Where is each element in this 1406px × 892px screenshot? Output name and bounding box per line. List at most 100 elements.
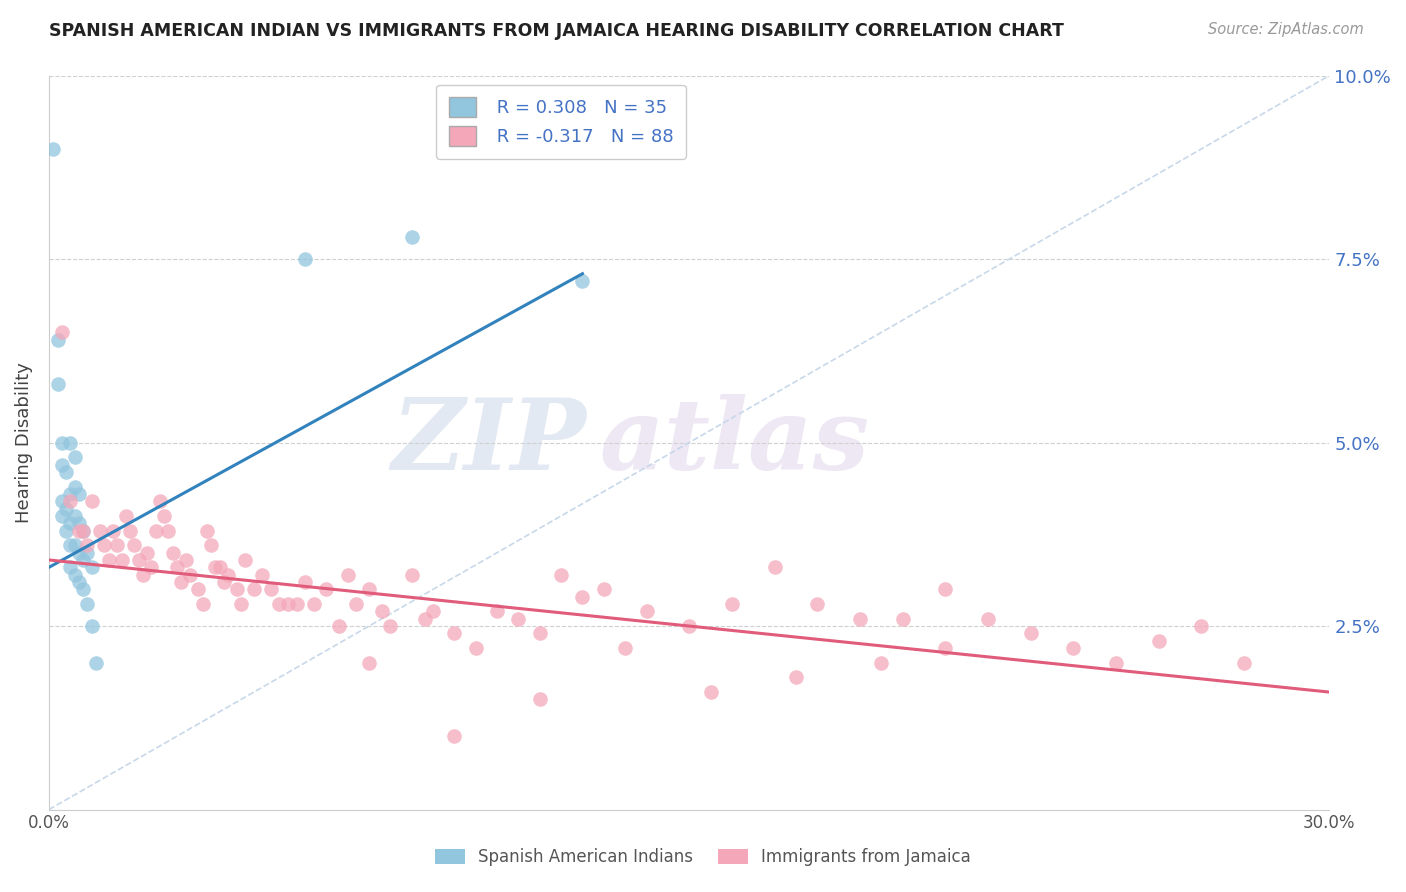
Point	[200, 538, 222, 552]
Point	[252, 567, 274, 582]
Point	[51, 494, 73, 508]
Point	[277, 597, 299, 611]
Point	[806, 597, 828, 611]
Point	[67, 516, 90, 531]
Point	[51, 458, 73, 472]
Point	[233, 553, 256, 567]
Point	[204, 560, 226, 574]
Point	[76, 538, 98, 552]
Point	[870, 656, 893, 670]
Point	[162, 546, 184, 560]
Point	[63, 567, 86, 582]
Point	[51, 435, 73, 450]
Point	[269, 597, 291, 611]
Point	[763, 560, 786, 574]
Point	[63, 508, 86, 523]
Point	[59, 494, 82, 508]
Point	[76, 546, 98, 560]
Point	[114, 508, 136, 523]
Point	[302, 597, 325, 611]
Point	[294, 252, 316, 266]
Point	[571, 590, 593, 604]
Point	[1147, 633, 1170, 648]
Point	[550, 567, 572, 582]
Point	[55, 501, 77, 516]
Point	[67, 524, 90, 538]
Point	[46, 333, 69, 347]
Point	[101, 524, 124, 538]
Point	[105, 538, 128, 552]
Point	[699, 685, 721, 699]
Point	[443, 626, 465, 640]
Point	[80, 560, 103, 574]
Text: ZIP: ZIP	[392, 394, 586, 491]
Point	[571, 274, 593, 288]
Point	[614, 641, 637, 656]
Point	[72, 553, 94, 567]
Point	[208, 560, 231, 574]
Point	[1233, 656, 1256, 670]
Point	[67, 546, 90, 560]
Text: SPANISH AMERICAN INDIAN VS IMMIGRANTS FROM JAMAICA HEARING DISABILITY CORRELATIO: SPANISH AMERICAN INDIAN VS IMMIGRANTS FR…	[49, 22, 1064, 40]
Legend: Spanish American Indians, Immigrants from Jamaica: Spanish American Indians, Immigrants fro…	[426, 840, 980, 875]
Legend:  R = 0.308   N = 35,  R = -0.317   N = 88: R = 0.308 N = 35, R = -0.317 N = 88	[436, 85, 686, 159]
Point	[174, 553, 197, 567]
Point	[124, 538, 146, 552]
Point	[785, 670, 807, 684]
Point	[46, 376, 69, 391]
Point	[93, 538, 115, 552]
Point	[371, 604, 394, 618]
Point	[179, 567, 201, 582]
Point	[120, 524, 142, 538]
Point	[55, 465, 77, 479]
Point	[59, 487, 82, 501]
Point	[51, 326, 73, 340]
Point	[149, 494, 172, 508]
Point	[443, 729, 465, 743]
Point	[849, 612, 872, 626]
Point	[344, 597, 367, 611]
Point	[145, 524, 167, 538]
Point	[529, 626, 551, 640]
Point	[260, 582, 283, 597]
Point	[359, 582, 381, 597]
Point	[72, 582, 94, 597]
Point	[59, 435, 82, 450]
Point	[217, 567, 239, 582]
Point	[977, 612, 1000, 626]
Point	[508, 612, 530, 626]
Point	[170, 574, 193, 589]
Point	[166, 560, 188, 574]
Point	[110, 553, 132, 567]
Point	[153, 508, 176, 523]
Point	[63, 450, 86, 465]
Point	[934, 641, 956, 656]
Point	[413, 612, 436, 626]
Point	[63, 479, 86, 493]
Point	[380, 619, 402, 633]
Point	[285, 597, 308, 611]
Point	[229, 597, 252, 611]
Point	[59, 560, 82, 574]
Point	[243, 582, 266, 597]
Text: Source: ZipAtlas.com: Source: ZipAtlas.com	[1208, 22, 1364, 37]
Point	[80, 494, 103, 508]
Point	[486, 604, 509, 618]
Point	[141, 560, 163, 574]
Point	[934, 582, 956, 597]
Point	[42, 142, 65, 156]
Y-axis label: Hearing Disability: Hearing Disability	[15, 362, 32, 523]
Point	[128, 553, 150, 567]
Point	[89, 524, 111, 538]
Point	[187, 582, 209, 597]
Point	[51, 508, 73, 523]
Point	[1019, 626, 1042, 640]
Point	[359, 656, 381, 670]
Point	[592, 582, 614, 597]
Point	[212, 574, 235, 589]
Point	[55, 524, 77, 538]
Point	[67, 487, 90, 501]
Point	[76, 597, 98, 611]
Point	[59, 516, 82, 531]
Point	[63, 538, 86, 552]
